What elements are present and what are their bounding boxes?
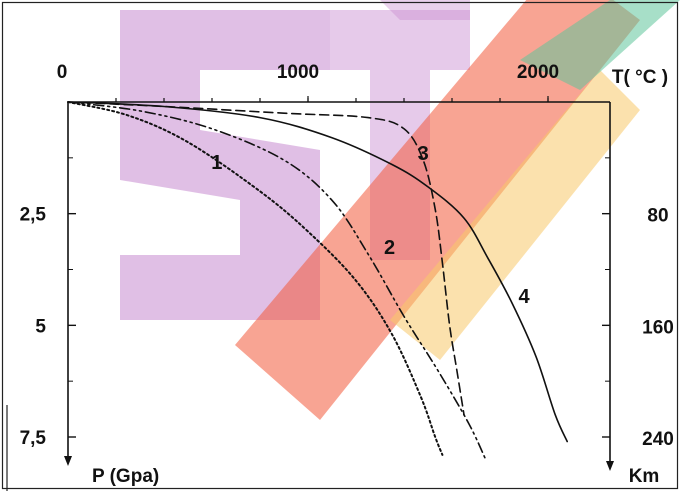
x-tick-label: 1000 bbox=[277, 62, 319, 83]
y-left-arrow-icon bbox=[64, 456, 72, 466]
curve-label-1: 1 bbox=[211, 152, 222, 174]
watermark-layer bbox=[120, 0, 680, 420]
y-right-tick-label: 160 bbox=[642, 317, 674, 338]
curve-2 bbox=[67, 101, 487, 461]
axes-layer bbox=[64, 96, 614, 471]
y-right-axis-label: Km bbox=[629, 466, 660, 487]
y-right-arrow-icon bbox=[606, 461, 614, 471]
curves-layer bbox=[67, 101, 568, 461]
y-right-tick-label: 240 bbox=[642, 429, 674, 450]
curve-label-4: 4 bbox=[518, 286, 530, 308]
watermark-letter-fragment bbox=[380, 0, 470, 20]
watermark-letter-t bbox=[330, 10, 470, 260]
x-tick-label: 0 bbox=[57, 62, 68, 83]
curve-3 bbox=[67, 101, 465, 416]
curve-4 bbox=[67, 101, 568, 443]
curve-1 bbox=[67, 101, 444, 456]
watermark-band-red bbox=[235, 0, 640, 420]
watermark-band-green bbox=[520, 0, 680, 90]
x-tick-label: 2000 bbox=[517, 62, 559, 83]
y-left-tick-label: 7,5 bbox=[20, 428, 47, 449]
y-left-tick-label: 2,5 bbox=[20, 205, 47, 226]
x-axis-label: T( °C ) bbox=[612, 67, 668, 88]
curve-label-2: 2 bbox=[384, 237, 395, 259]
y-left-tick-label: 5 bbox=[35, 316, 46, 337]
watermark-band-orange bbox=[390, 70, 640, 360]
labels-layer: 0 1000 2000 T( °C ) 2,5 5 7,5 P (Gpa) 80 160 240 Km… bbox=[20, 62, 674, 487]
y-left-axis-label: P (Gpa) bbox=[92, 466, 159, 487]
y-right-tick-label: 80 bbox=[647, 206, 668, 227]
curve-label-3: 3 bbox=[418, 143, 429, 165]
